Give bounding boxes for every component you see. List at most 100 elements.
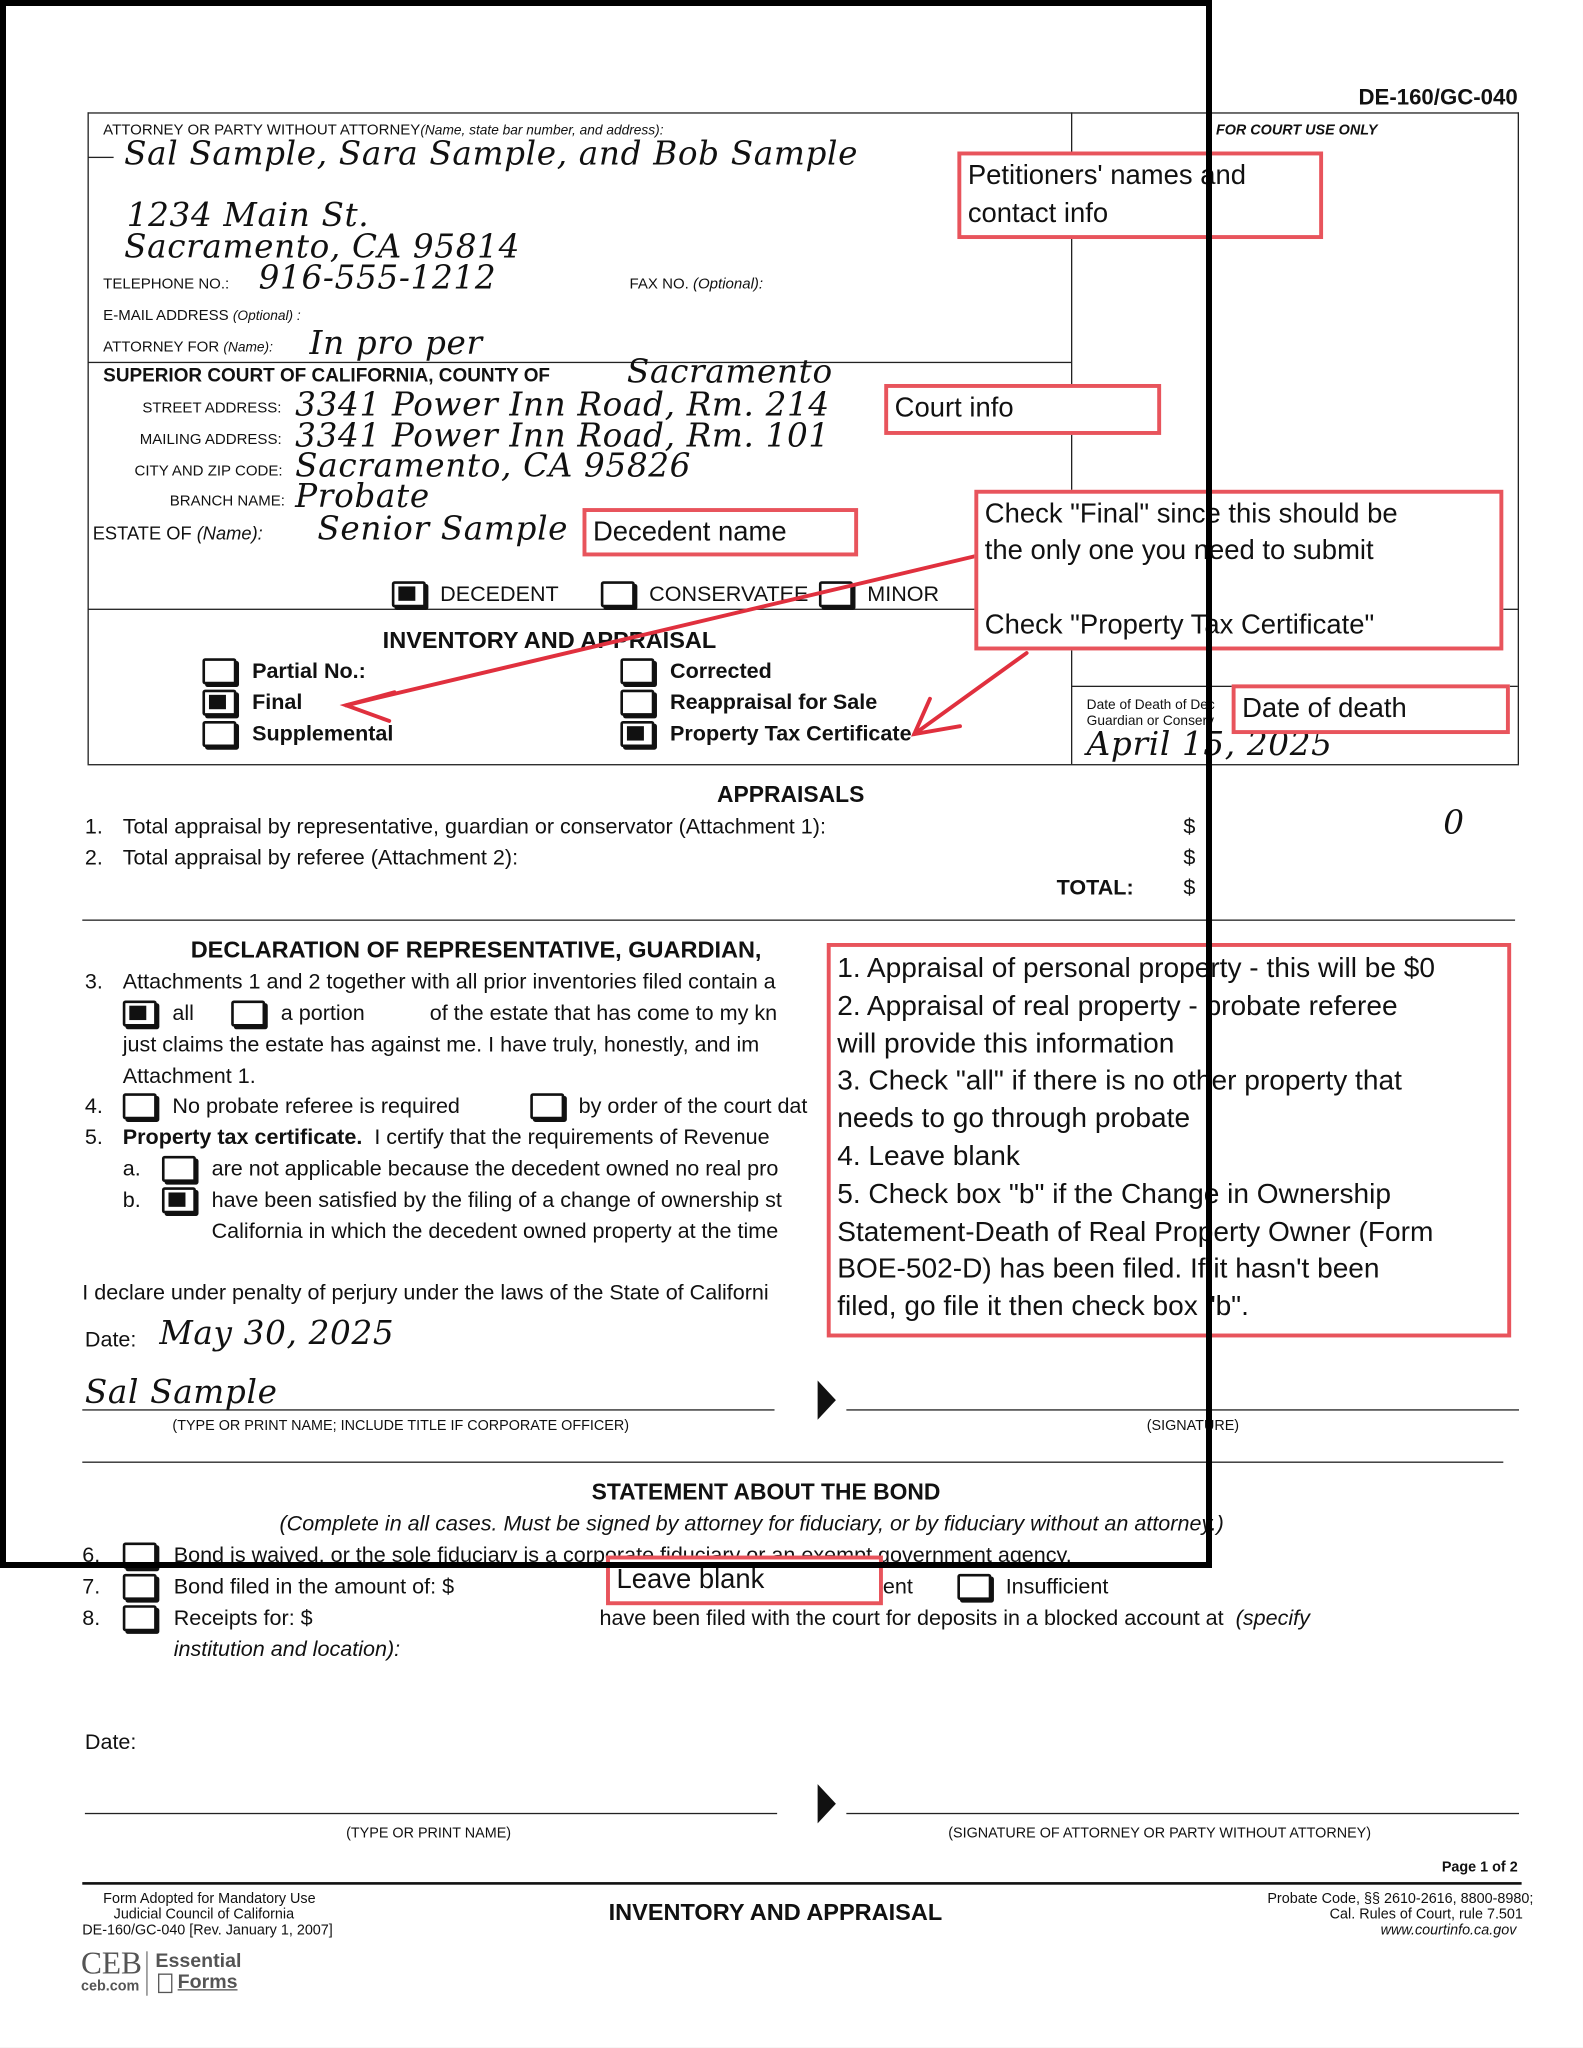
form-id: DE-160/GC-040 bbox=[1358, 84, 1518, 110]
corrected-label: Corrected bbox=[670, 659, 772, 684]
item-5-text: Property tax certificate. I certify that… bbox=[123, 1127, 770, 1149]
attorney-label: ATTORNEY OR PARTY WITHOUT ATTORNEY(Name,… bbox=[103, 122, 664, 139]
item-7-num: 7. bbox=[82, 1575, 101, 1599]
branch-value[interactable]: Probate bbox=[295, 476, 430, 515]
bond-subtitle: (Complete in all cases. Must be signed b… bbox=[279, 1512, 1224, 1536]
divider-declaration bbox=[82, 919, 1516, 921]
reappraisal-checkbox[interactable] bbox=[620, 689, 655, 716]
appraisal-2-text: Total appraisal by referee (Attachment 2… bbox=[122, 846, 519, 870]
item-3-text: Attachments 1 and 2 together with all pr… bbox=[122, 970, 776, 994]
footer-left-1: Form Adopted for Mandatory Use bbox=[103, 1891, 316, 1907]
email-hint: (Optional) : bbox=[232, 308, 301, 324]
estate-name[interactable]: Senior Sample bbox=[317, 509, 569, 548]
item-5-bold: Property tax certificate. bbox=[122, 1125, 363, 1150]
divider-court bbox=[87, 361, 1072, 364]
item-5b-letter: b. bbox=[122, 1188, 141, 1213]
ceb-logo: CEB ceb.com Essential Forms bbox=[81, 1949, 264, 2001]
divider-bond bbox=[82, 1461, 1504, 1463]
conservatee-checkbox[interactable] bbox=[600, 581, 635, 608]
bond-signature-arrow-icon bbox=[817, 1784, 836, 1824]
logo-essential: Essential bbox=[155, 1950, 242, 1973]
box-bottom bbox=[87, 764, 1519, 766]
note-decedent: Decedent name bbox=[582, 508, 859, 557]
item-5b-text2: California in which the decedent owned p… bbox=[211, 1219, 779, 1244]
city-label: CITY AND ZIP CODE: bbox=[134, 463, 283, 480]
note-petitioners: Petitioners' names and contact info bbox=[957, 151, 1324, 240]
item-8-specify: (specify bbox=[1235, 1606, 1310, 1631]
declaration-date-label: Date: bbox=[84, 1328, 137, 1352]
bond-filed-checkbox[interactable] bbox=[122, 1573, 157, 1600]
attorney-names[interactable]: Sal Sample, Sara Sample, and Bob Sample bbox=[124, 134, 859, 173]
death-label-2: Guardian or Conserv bbox=[1086, 713, 1214, 729]
item-6-num: 6. bbox=[82, 1543, 101, 1568]
court-use-label: FOR COURT USE ONLY bbox=[1215, 122, 1378, 139]
declaration-date[interactable]: May 30, 2025 bbox=[159, 1313, 395, 1352]
property-tax-checkbox[interactable] bbox=[620, 720, 655, 748]
satisfied-checkbox[interactable] bbox=[161, 1187, 196, 1214]
telephone-value[interactable]: 916-555-1212 bbox=[258, 258, 497, 297]
email-label-text: E-MAIL ADDRESS bbox=[103, 308, 229, 324]
attorney-for-value[interactable]: In pro per bbox=[309, 323, 483, 362]
name-line bbox=[82, 1409, 775, 1411]
insufficient-label: Insufficient bbox=[1005, 1575, 1109, 1599]
estate-hint: (Name): bbox=[196, 522, 263, 544]
decedent-checkbox[interactable] bbox=[391, 581, 426, 608]
item-8-filed: have been filed with the court for depos… bbox=[599, 1606, 1224, 1631]
total-dollar: $ bbox=[1183, 876, 1196, 900]
arrow-to-property-tax bbox=[912, 651, 1029, 736]
footer-rule bbox=[82, 1882, 1522, 1885]
property-tax-label: Property Tax Certificate bbox=[670, 722, 912, 746]
mailing-value[interactable]: 3341 Power Inn Road, Rm. 101 bbox=[295, 416, 830, 455]
court-order-checkbox[interactable] bbox=[530, 1093, 565, 1120]
city-value[interactable]: Sacramento, CA 95826 bbox=[295, 446, 692, 485]
no-referee-checkbox[interactable] bbox=[122, 1093, 157, 1120]
bond-signature-line[interactable] bbox=[846, 1812, 1519, 1815]
note-declaration: 1. Appraisal of personal property - this… bbox=[826, 943, 1512, 1338]
attorney-label-hint: (Name, state bar number, and address): bbox=[420, 122, 664, 139]
reappraisal-label: Reappraisal for Sale bbox=[670, 690, 878, 715]
street-value[interactable]: 3341 Power Inn Road, Rm. 214 bbox=[295, 385, 830, 424]
appraisal-1-value[interactable]: 0 bbox=[1443, 803, 1465, 842]
arrow-head-property-tax bbox=[910, 696, 962, 737]
item-3-text-d: Attachment 1. bbox=[122, 1064, 256, 1088]
court-county[interactable]: Sacramento bbox=[626, 352, 833, 391]
estate-label-text: ESTATE OF bbox=[92, 522, 192, 544]
final-checkbox[interactable] bbox=[202, 689, 237, 716]
receipts-checkbox[interactable] bbox=[122, 1605, 157, 1632]
item-7-text: Bond filed in the amount of: $ bbox=[173, 1575, 455, 1599]
item-5-rest: I certify that the requirements of Reven… bbox=[374, 1125, 770, 1150]
attorney-for-hint: (Name): bbox=[223, 339, 273, 356]
corrected-checkbox[interactable] bbox=[620, 658, 655, 685]
branch-label: BRANCH NAME: bbox=[169, 493, 285, 510]
supplemental-checkbox[interactable] bbox=[202, 720, 237, 748]
signature-caption: (SIGNATURE) bbox=[1146, 1418, 1240, 1435]
box-divider bbox=[1071, 112, 1073, 765]
item-8-text: Receipts for: $ bbox=[173, 1606, 313, 1631]
no-referee-label: No probate referee is required bbox=[172, 1094, 460, 1119]
attorney-address1[interactable]: 1234 Main St. bbox=[126, 195, 370, 234]
portion-checkbox[interactable] bbox=[231, 1000, 266, 1027]
all-checkbox[interactable] bbox=[122, 1000, 157, 1027]
perjury-text: I declare under penalty of perjury under… bbox=[82, 1281, 769, 1305]
not-applicable-checkbox[interactable] bbox=[161, 1155, 196, 1183]
attorney-address2[interactable]: Sacramento, CA 95814 bbox=[124, 227, 521, 266]
partial-checkbox[interactable] bbox=[202, 658, 237, 685]
attorney-label-text: ATTORNEY OR PARTY WITHOUT ATTORNEY bbox=[103, 122, 421, 139]
note-court: Court info bbox=[884, 383, 1162, 435]
appraisal-1-num: 1. bbox=[84, 815, 103, 839]
item-3-num: 3. bbox=[84, 970, 103, 994]
box-right bbox=[1517, 112, 1519, 765]
item-3-text-b: of the estate that has come to my kn bbox=[429, 1001, 778, 1026]
insufficient-checkbox[interactable] bbox=[957, 1573, 992, 1600]
signature-line[interactable] bbox=[846, 1409, 1519, 1411]
footer-right-2: Cal. Rules of Court, rule 7.501 bbox=[1329, 1906, 1523, 1923]
declarant-name[interactable]: Sal Sample bbox=[84, 1372, 278, 1411]
portion-label: a portion bbox=[280, 1001, 365, 1026]
final-label: Final bbox=[252, 690, 303, 715]
telephone-label: TELEPHONE NO.: bbox=[103, 276, 230, 293]
footer-left-2: Judicial Council of California bbox=[113, 1906, 295, 1923]
footer-left-3: DE-160/GC-040 [Rev. January 1, 2007] bbox=[82, 1922, 333, 1939]
attorney-for-label: ATTORNEY FOR (Name): bbox=[103, 339, 273, 356]
